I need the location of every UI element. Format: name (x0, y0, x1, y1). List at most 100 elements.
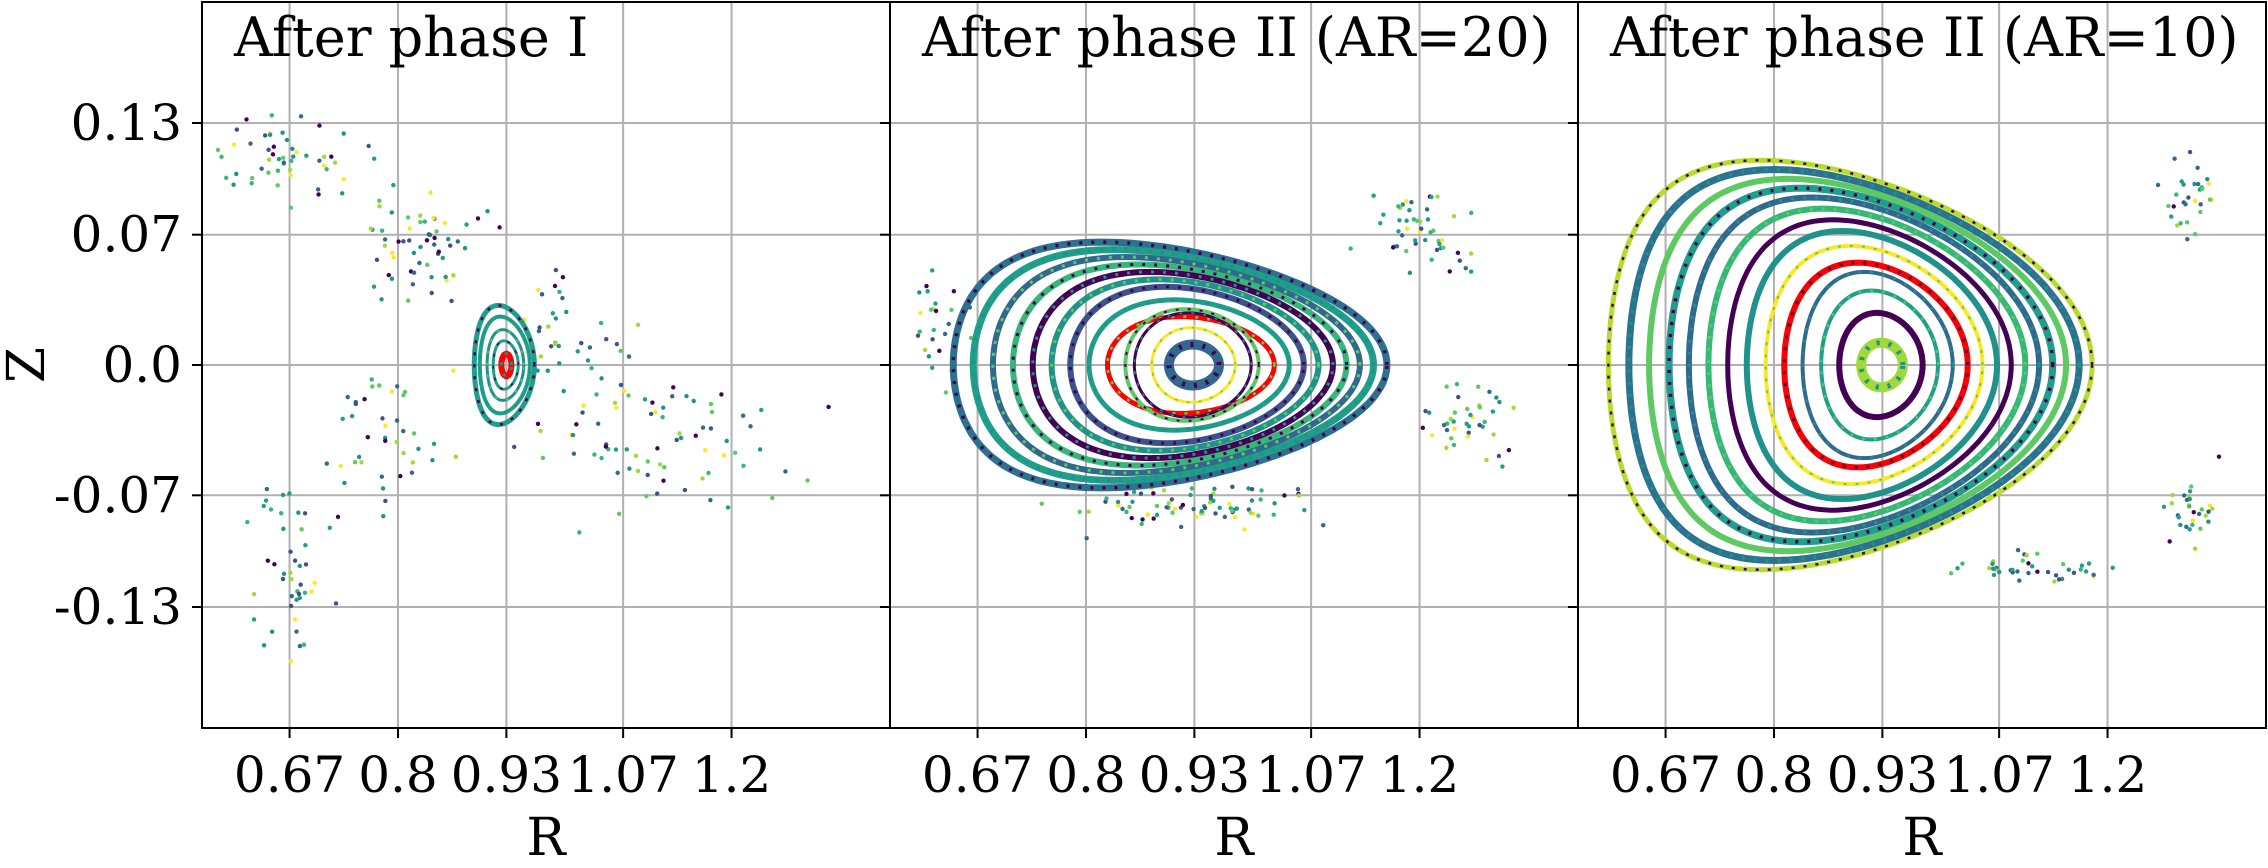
flux-surface-points (1687, 195, 2041, 535)
scatter-point (1477, 405, 1483, 410)
scatter-point (556, 343, 561, 349)
scatter-point (570, 432, 576, 438)
scatter-point (1991, 572, 1997, 578)
scatter-point (1404, 248, 1409, 254)
scatter-point (380, 486, 386, 491)
scatter-point (324, 167, 329, 172)
scatter-point (269, 113, 274, 118)
flux-surface-points (1764, 244, 1984, 486)
scatter-point (614, 341, 620, 347)
scatter-point (557, 289, 562, 295)
scatter-point (2181, 493, 2187, 498)
scatter-point (2171, 204, 2176, 209)
scatter-point (2198, 202, 2203, 207)
scatter-point (595, 421, 601, 426)
scatter-point (1086, 509, 1091, 514)
scatter-point (234, 171, 239, 177)
scatter-point (1407, 270, 1413, 276)
x-tick-label: 1.07 (1255, 746, 1366, 804)
scatter-point (579, 340, 584, 346)
scatter-point (1399, 233, 1405, 238)
scatter-point (783, 469, 788, 474)
scatter-point (1129, 515, 1134, 521)
panel-after-phase-2-ar20: 0.67 0.8 0.93 1.07 1.2 R After phase II (AR=20… (880, 1, 1579, 868)
scatter-point (317, 158, 322, 163)
scatter-point (1138, 491, 1144, 496)
scatter-point (1130, 499, 1135, 505)
scatter-point (321, 154, 327, 160)
scatter-point (732, 450, 738, 455)
scatter-point (1212, 486, 1217, 492)
scatter-point (1295, 487, 1301, 492)
scatter-point (432, 242, 437, 247)
scatter-point (1413, 241, 1418, 246)
scatter-point (444, 278, 449, 283)
scatter-point (1246, 507, 1251, 512)
scatter-point (265, 558, 271, 563)
scatter-point (2195, 181, 2201, 187)
scatter-point (271, 144, 277, 149)
scatter-point (401, 239, 406, 244)
flux-surface (1665, 184, 2057, 546)
scatter-point (289, 158, 294, 164)
scatter-point (613, 447, 619, 452)
flux-surface-points (499, 352, 513, 378)
panel-after-phase-1: 0.67 0.8 0.93 1.07 1.2 0.13 0.07 0.0 -0.07 -0.13 R… (0, 1, 891, 868)
scatter-point (552, 341, 558, 347)
scatter-point (231, 142, 237, 147)
scatter-point (380, 416, 385, 421)
scatter-point (1371, 193, 1376, 198)
scatter-point (557, 361, 562, 366)
scatter-point (580, 410, 585, 415)
scatter-point (1202, 505, 1208, 511)
scatter-point (1419, 226, 1424, 231)
scatter-point (691, 398, 696, 404)
scatter-point (1404, 218, 1409, 223)
scatter-point (678, 435, 684, 441)
scatter-point (262, 133, 268, 138)
scatter-point (1447, 269, 1452, 274)
scatter-point (266, 157, 272, 162)
scatter-point (660, 405, 666, 410)
scatter-point (2035, 569, 2040, 574)
plot-area (215, 113, 831, 664)
scatter-point (329, 154, 334, 159)
scatter-point (264, 486, 270, 492)
scatter-point (447, 243, 453, 248)
scatter-point (700, 425, 706, 430)
scatter-point (1222, 514, 1228, 520)
flux-surface-points (1050, 277, 1321, 453)
scatter-point (2190, 518, 2196, 523)
scatter-point (1448, 416, 1453, 422)
scatter-point (401, 450, 406, 456)
scatter-point (391, 255, 396, 260)
scatter-point (2010, 567, 2015, 573)
scatter-point (383, 498, 388, 504)
scatter-point (251, 591, 257, 597)
scatter-point (409, 470, 415, 475)
flux-surface-points (1151, 327, 1236, 403)
flux-surface-points (1647, 177, 2068, 553)
scatter-point (592, 452, 597, 457)
scatter-point (386, 272, 391, 278)
scatter-point (244, 117, 249, 122)
scatter-point (289, 593, 294, 599)
scatter-point (1430, 433, 1435, 438)
scatter-point (682, 487, 688, 493)
scatter-point (2192, 546, 2198, 551)
scatter-point (410, 282, 416, 287)
scatter-point (575, 349, 580, 354)
scatter-point (538, 354, 544, 359)
scatter-point (294, 597, 299, 603)
x-tick-label: 0.8 (1734, 746, 1814, 804)
scatter-point (390, 250, 395, 256)
scatter-point (234, 127, 240, 132)
scatter-point (434, 229, 439, 234)
scatter-point (1456, 394, 1461, 400)
scatter-point (284, 137, 290, 143)
scatter-point (291, 154, 296, 159)
scatter-point (581, 403, 586, 408)
scatter-point (770, 495, 775, 501)
scatter-point (381, 513, 386, 519)
scatter-point (535, 421, 541, 427)
